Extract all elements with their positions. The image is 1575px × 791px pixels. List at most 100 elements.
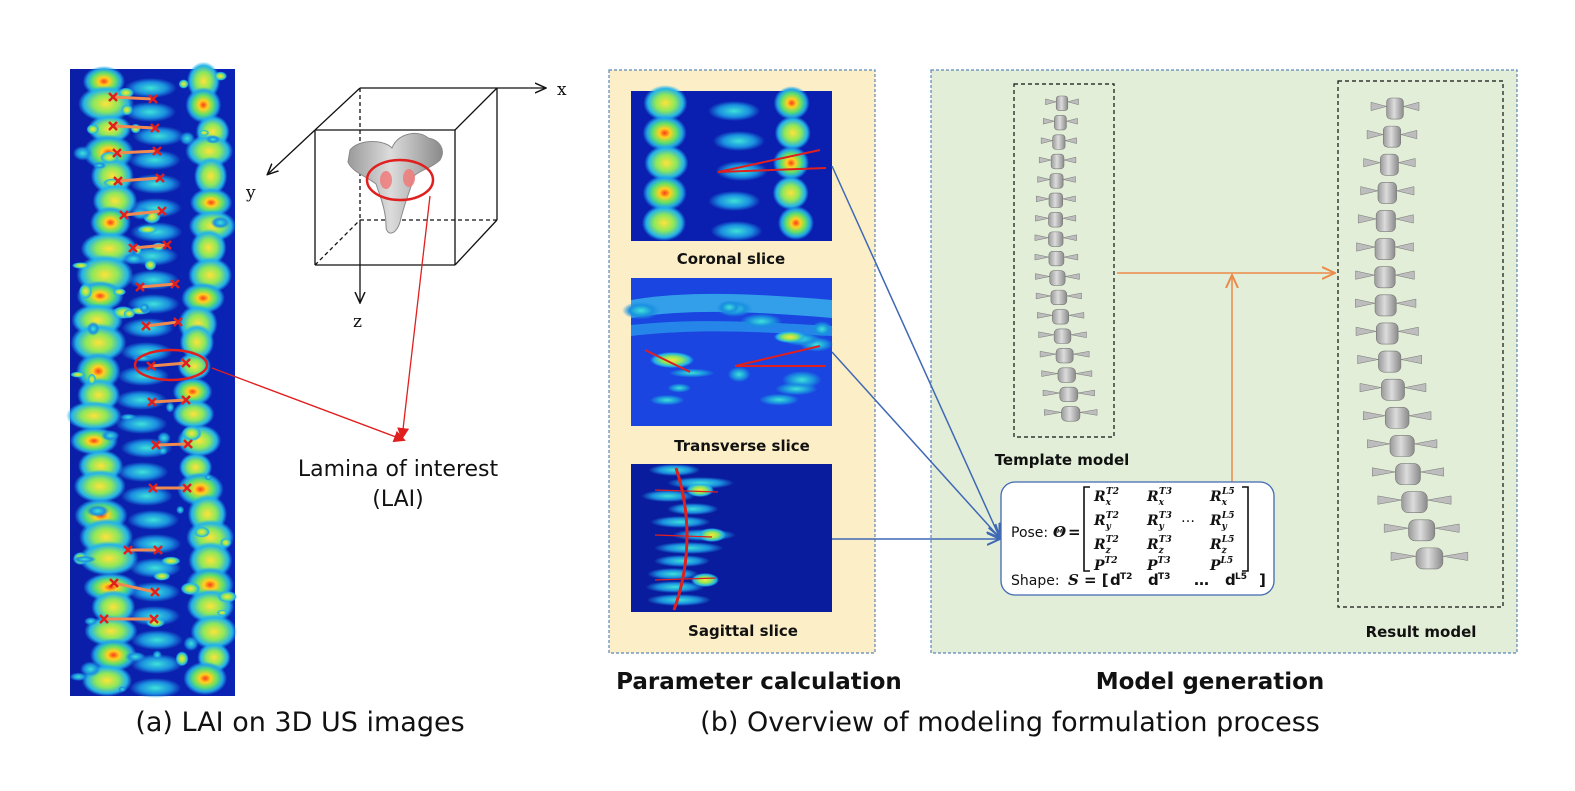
us-speckle	[190, 229, 227, 267]
shape-label: Shape:	[1011, 573, 1060, 589]
panel-b: Coronal slice Transverse slice Sagittal …	[608, 69, 1518, 738]
sagittal-speckle	[653, 555, 711, 567]
transverse-speckle	[667, 383, 692, 393]
result-model-label: Result model	[1366, 623, 1477, 641]
vertebra	[1395, 463, 1421, 485]
us-speckle	[119, 413, 137, 421]
lai-marker-cross	[128, 243, 138, 253]
vertebra	[1055, 95, 1069, 111]
matrix-superscript: T3	[1159, 511, 1172, 521]
transverse-process	[1355, 298, 1417, 308]
vertebra-icon	[347, 132, 443, 234]
us-speckle	[185, 134, 234, 168]
us-speckle	[122, 252, 146, 265]
us-speckle	[72, 555, 97, 563]
lai-marker-cross	[153, 545, 163, 555]
transverse-speckle	[758, 393, 800, 406]
us-speckle	[129, 678, 182, 698]
transverse-process	[1034, 234, 1077, 241]
matrix-superscript: T2	[1106, 487, 1119, 497]
sagittal-speckle	[667, 477, 735, 489]
lai-marker-cross	[148, 94, 158, 104]
shape-symbol: S	[1068, 571, 1079, 589]
lai-marker-cross	[183, 439, 193, 449]
us-speckle	[144, 259, 157, 271]
transverse-process	[1043, 118, 1078, 125]
lai-marker-line	[112, 95, 154, 101]
coronal-speckle	[773, 146, 810, 180]
us-speckle	[87, 373, 97, 386]
transverse-slice-label: Transverse slice	[674, 437, 810, 455]
vertebra	[1061, 406, 1081, 422]
transverse-speckle	[668, 368, 715, 378]
us-speckle	[131, 630, 184, 650]
vertebra	[1381, 378, 1405, 401]
vertebra	[1048, 231, 1064, 247]
us-speckle	[178, 79, 189, 89]
us-speckle	[127, 510, 180, 530]
coronal-speckle	[777, 206, 814, 240]
us-speckle	[80, 661, 101, 677]
lai-marker-cross	[113, 176, 123, 186]
us-speckle	[124, 651, 146, 662]
lai-marker-cross	[108, 92, 118, 102]
coronal-speckle	[642, 115, 687, 151]
shape-term: …	[1194, 571, 1209, 589]
transverse-process	[1040, 137, 1077, 144]
transverse-process	[1356, 242, 1414, 252]
lai-marker-line	[155, 442, 189, 447]
us-speckle	[172, 399, 215, 429]
lai-marker-cross	[182, 483, 192, 493]
us-speckle	[112, 288, 126, 296]
transverse-process	[1370, 101, 1420, 111]
us-speckle	[130, 222, 183, 242]
transverse-process	[1366, 130, 1418, 140]
us-speckle	[181, 425, 202, 442]
transverse-speckle	[775, 382, 818, 396]
transverse-speckle	[649, 394, 685, 406]
transverse-process	[1041, 370, 1093, 377]
panel-a: x y z Lamina of interest (LAI) (a) LAI o…	[66, 61, 567, 738]
us-speckle	[217, 590, 238, 603]
lai-marker-cross	[149, 614, 159, 624]
transverse-process	[1035, 215, 1077, 222]
coronal-speckle	[642, 175, 687, 211]
lai-marker-cross	[150, 587, 160, 597]
lai-marker-cross	[109, 578, 119, 588]
lai-marker-cross	[135, 282, 145, 292]
lai-marker-cross	[151, 440, 161, 450]
transverse-process	[1360, 186, 1415, 196]
us-speckle	[199, 129, 210, 136]
vertebra	[1048, 250, 1065, 267]
transverse-process	[1372, 467, 1444, 477]
vertebra-lai-ellipse	[365, 158, 435, 202]
us-speckle	[78, 283, 93, 300]
us-speckle	[86, 124, 100, 135]
sagittal-speckle	[686, 483, 714, 497]
us-speckle	[71, 262, 90, 269]
us-speckle	[213, 71, 228, 81]
us-speckle	[92, 161, 107, 170]
transverse-process	[1034, 253, 1079, 261]
coronal-speckle	[774, 116, 811, 150]
lai-marker-line	[117, 176, 161, 183]
lai-marker-cross	[141, 321, 151, 331]
us-speckle	[90, 206, 131, 240]
lai-marker-cross	[173, 317, 183, 327]
transverse-process	[1037, 176, 1076, 183]
shape-superscript: T2	[1120, 572, 1132, 582]
us-speckle	[152, 650, 162, 660]
sagittal-speckle	[645, 581, 705, 593]
matrix-superscript: T3	[1159, 535, 1172, 545]
lai-marker-cross	[147, 397, 157, 407]
matrix-superscript: L5	[1221, 535, 1235, 545]
transverse-process	[1367, 439, 1438, 449]
result-spine-model	[1355, 97, 1469, 570]
transverse-process	[1363, 158, 1416, 168]
us-speckle	[175, 651, 189, 667]
transverse-process	[1035, 273, 1080, 280]
transverse-speckle	[717, 300, 742, 315]
result-model-frame	[1337, 80, 1504, 608]
